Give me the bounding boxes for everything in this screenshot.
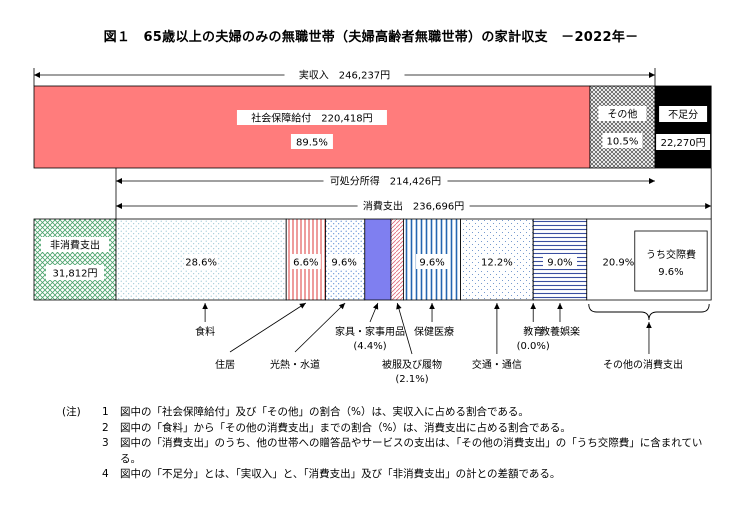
note-number: 1 [102, 406, 109, 418]
pct-transport-bg [479, 254, 514, 269]
leader-recreation-head [557, 303, 563, 309]
label-housing: 住居 [215, 358, 235, 371]
dim-income-bg [284, 67, 405, 82]
pct-clothing: (2.1%) [395, 374, 428, 385]
dim-disposable-arrow-left [116, 178, 122, 184]
pct-other-income: 10.5% [607, 137, 639, 148]
leader-transport-head [494, 303, 500, 309]
note-number: 4 [102, 468, 109, 480]
bar-shortfall [654, 85, 712, 169]
notes: (注) 1 図中の「社会保障給付」及び「その他」の割合（%）は、実収入に占める割… [62, 405, 722, 483]
value-shortfall: 22,270円 [661, 138, 706, 149]
dim-consumption-bg [357, 198, 470, 213]
note-item: (注) 1 図中の「社会保障給付」及び「その他」の割合（%）は、実収入に占める割… [62, 405, 722, 421]
chart-title: 図１ 65歳以上の夫婦のみの無職世帯（夫婦高齢者無職世帯）の家計収支 －2022… [103, 30, 639, 45]
label-other-income-bg [598, 106, 647, 121]
pct-recreation: 9.0% [547, 258, 572, 269]
dim-consumption: 消費支出 236,696円 [363, 200, 464, 213]
note-text: 図中の「社会保障給付」及び「その他」の割合（%）は、実収入に占める割合である。 [120, 406, 529, 418]
pct-food-bg [184, 254, 219, 269]
dim-disposable-bg [323, 173, 448, 188]
note-item: 2 図中の「食料」から「その他の消費支出」までの割合（%）は、消費支出に占める割… [62, 421, 722, 437]
pct-others-bg [601, 254, 636, 269]
dim-consumption-arrow-left [116, 203, 122, 209]
label-non-consumption-bg [41, 237, 109, 252]
note-text: 図中の「不足分」とは、「実収入」と、「消費支出」及び「非消費支出」の計との差額で… [120, 468, 561, 480]
pct-entertainment: 9.6% [658, 267, 683, 278]
label-furniture: 家具・家事用品 [335, 325, 405, 338]
leader-others-head [646, 322, 652, 328]
label-clothing: 被服及び履物 [382, 358, 442, 371]
label-other-income: その他 [607, 108, 637, 121]
leader-furniture-head [372, 303, 379, 310]
leader-clothing [396, 302, 413, 355]
bar-other-income [589, 85, 656, 169]
label-food: 食料 [195, 325, 215, 338]
pct-social-security-bg [290, 134, 333, 149]
note-text: 図中の「消費支出」のうち、他の世帯への贈答品やサービスの支出は、「その他の消費支… [120, 437, 703, 465]
label-education: 教育 [523, 325, 543, 338]
note-number: 3 [102, 437, 109, 449]
note-text: 図中の「食料」から「その他の消費支出」までの割合（%）は、消費支出に占める割合で… [120, 421, 571, 434]
dim-income-arrow-right [649, 72, 655, 78]
note-item: 3 図中の「消費支出」のうち、他の世帯への贈答品やサービスの支出は、「その他の消… [62, 436, 722, 467]
pct-social-security: 89.5% [296, 138, 328, 149]
pct-medical-bg [416, 254, 449, 269]
pct-utilities-extra: 9.6% [331, 258, 356, 269]
pct-medical: 9.6% [419, 258, 444, 269]
note-number: 2 [102, 421, 109, 434]
pct-utilities-extra-bg [329, 254, 360, 269]
label-medical: 保健医療 [414, 325, 454, 338]
label-shortfall-bg [659, 106, 708, 122]
pct-furniture: (4.4%) [353, 341, 386, 352]
label-social-security: 社会保障給付 220,418円 [251, 112, 372, 125]
brace-others [588, 303, 710, 321]
dim-disposable: 可処分所得 214,426円 [330, 175, 441, 188]
note-item: 4 図中の「不足分」とは、「実収入」と、「消費支出」及び「非消費支出」の計との差… [62, 467, 722, 483]
pct-housing-bg [290, 254, 321, 269]
leader-clothing-head [396, 303, 402, 310]
leader-housing-head [299, 303, 306, 309]
box-entertainment [634, 230, 708, 292]
label-entertainment: うち交際費 [646, 248, 696, 261]
label-transport: 交通・通信 [472, 358, 522, 371]
leader-utilities-head [338, 303, 346, 310]
label-utilities: 光熱・水道 [270, 358, 320, 371]
label-recreation: 教養娯楽 [540, 325, 580, 338]
pct-transport: 12.2% [481, 258, 513, 269]
dim-income-arrow-left [34, 72, 40, 78]
label-others: その他の消費支出 [603, 358, 683, 371]
bar-furniture [364, 218, 392, 301]
value-non-consumption: 31,812円 [53, 269, 98, 280]
leader-utilities [294, 302, 346, 353]
notes-head: (注) [62, 406, 81, 418]
label-social-security-bg [236, 110, 387, 125]
dim-consumption-arrow-right [705, 203, 712, 209]
label-shortfall: 不足分 [668, 109, 698, 121]
pct-housing: 6.6% [293, 258, 318, 269]
leader-food-head [202, 303, 208, 309]
bar-clothing [390, 218, 404, 301]
leader-housing [229, 302, 307, 353]
pct-recreation-bg [542, 254, 577, 269]
label-non-consumption: 非消費支出 [50, 239, 100, 252]
leader-education-head [530, 303, 537, 309]
value-non-consumption-bg [46, 265, 104, 280]
leader-medical-head [429, 303, 435, 309]
dim-disposable-arrow-right [649, 178, 655, 184]
dim-income: 実収入 246,237円 [299, 69, 390, 82]
bar-social-security [33, 85, 591, 169]
value-shortfall-bg [656, 134, 711, 150]
pct-food: 28.6% [185, 258, 217, 269]
pct-others: 20.9% [602, 258, 634, 269]
pct-education: (0.0%) [517, 341, 550, 352]
bar-non-consumption [33, 218, 117, 301]
pct-other-income-bg [602, 133, 643, 148]
